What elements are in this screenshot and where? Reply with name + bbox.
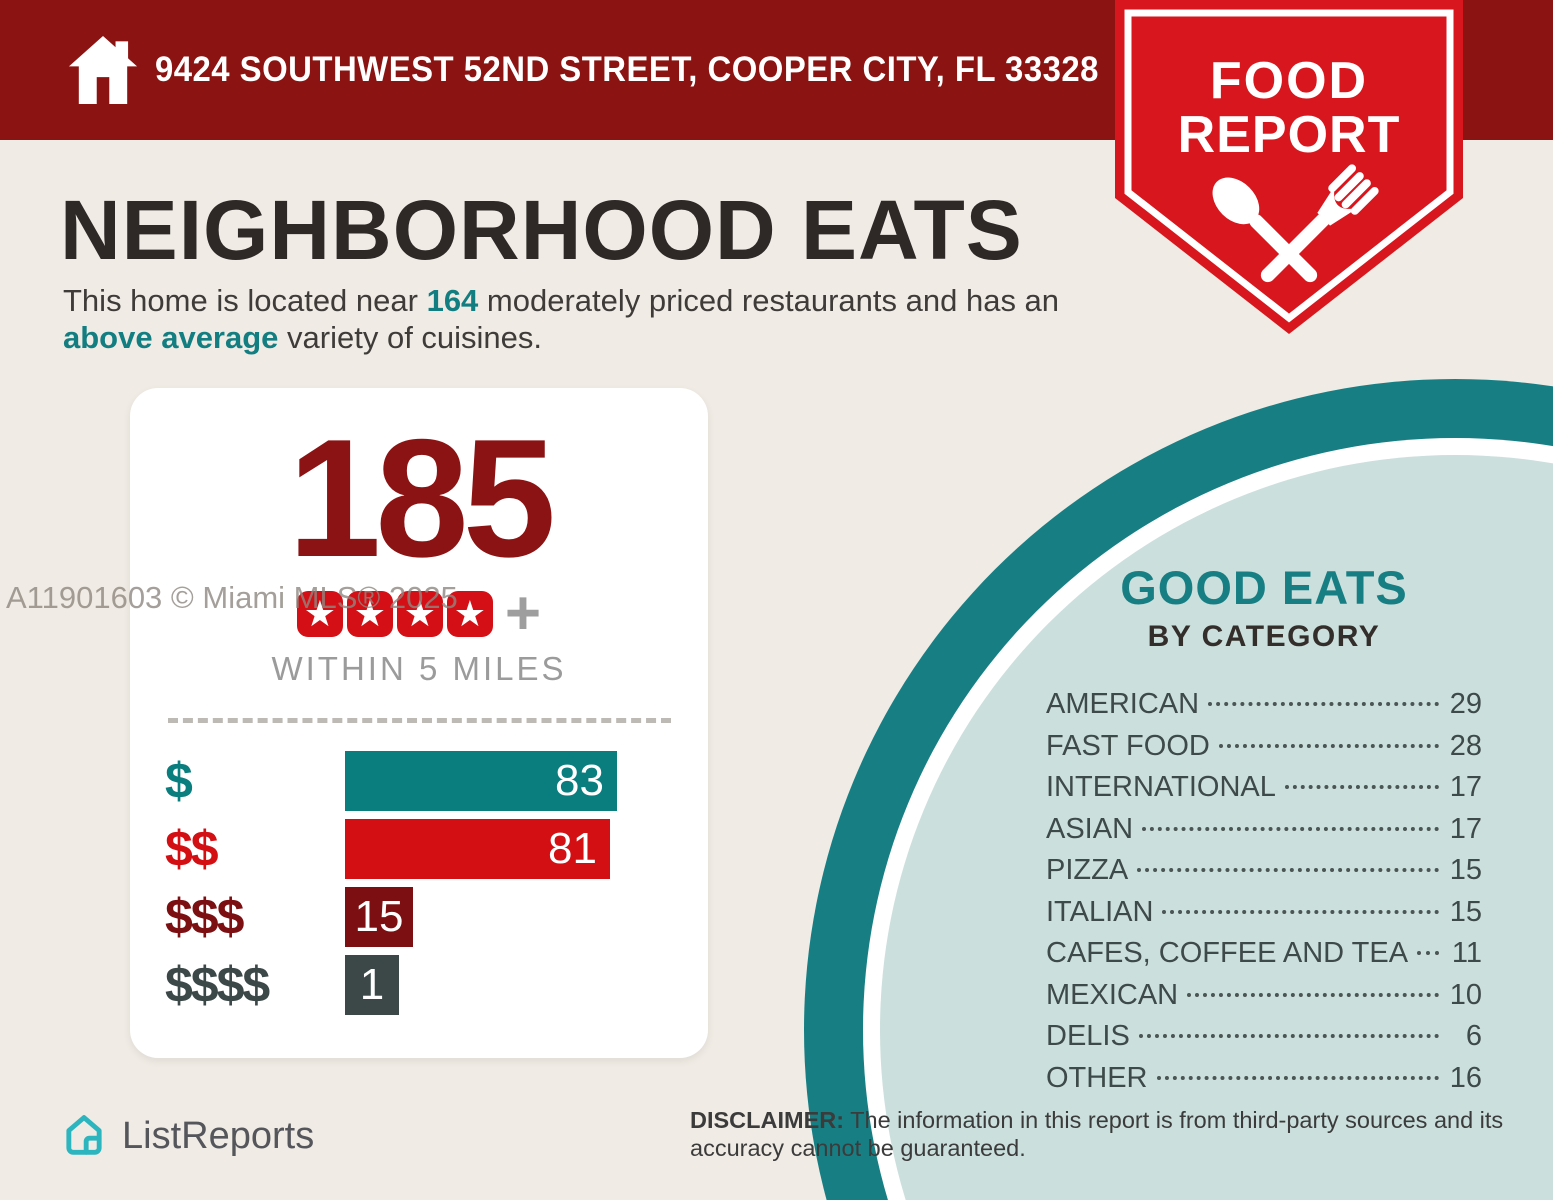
price-tier-label: $$$$ (165, 957, 270, 1013)
category-count: 15 (1449, 895, 1482, 928)
category-count: 28 (1449, 729, 1482, 762)
ribbon-line2: REPORT (1178, 106, 1401, 164)
category-count: 11 (1451, 937, 1482, 969)
intro-post: variety of cuisines. (278, 319, 543, 355)
price-bar-row: $$$$ 1 (165, 955, 708, 1015)
price-bar-value: 1 (359, 960, 385, 1009)
food-report-ribbon: FOOD REPORT (1115, 0, 1463, 334)
utensils-icon (1212, 164, 1379, 283)
dashed-divider (167, 718, 671, 723)
price-bar-row: $$$ 15 (165, 887, 708, 947)
star-icon: ★ (346, 591, 393, 637)
dotted-leader (1138, 1034, 1439, 1038)
restaurant-stat-card: 185 ★ ★ ★ ★ + WITHIN 5 MILES $83 $$ 81 $$$ 15 $$… (130, 388, 708, 1058)
price-bar-value: 15 (354, 892, 404, 941)
category-label: OTHER (1046, 1061, 1148, 1094)
dotted-leader (1156, 1075, 1439, 1080)
price-bar: 83 (345, 751, 617, 811)
category-label: ASIAN (1046, 812, 1134, 845)
price-bar-row: $83 (165, 751, 708, 811)
dotted-leader (1137, 868, 1439, 872)
category-label: FAST FOOD (1046, 729, 1210, 762)
category-row: INTERNATIONAL 17 (1046, 771, 1482, 813)
listreports-brand: ListReports (58, 1110, 314, 1162)
category-row: ITALIAN 15 (1046, 896, 1482, 938)
category-count: 17 (1449, 812, 1482, 845)
good-eats-panel: GOOD EATS BY CATEGORY AMERICAN 29 FAST FOO… (1046, 560, 1482, 1103)
price-bar-row: $$ 81 (165, 819, 708, 879)
star-icon: ★ (296, 591, 343, 637)
price-tier-label: $$ (165, 821, 219, 877)
category-row: CAFES, COFFEE AND TEA 11 (1046, 937, 1482, 979)
star-badges: ★ ★ ★ ★ (296, 591, 493, 637)
listreports-logo-icon (66, 1115, 102, 1155)
price-bar-value: 81 (548, 824, 597, 873)
category-row: PIZZA 15 (1046, 854, 1482, 896)
category-count: 15 (1449, 854, 1482, 886)
mls-watermark: A11901603 © Miami MLS® 2025 (6, 580, 458, 615)
dotted-leader (1417, 951, 1439, 955)
star-icon: ★ (396, 591, 443, 637)
category-row: FAST FOOD 28 (1046, 730, 1482, 772)
category-count: 16 (1449, 1061, 1482, 1094)
star-rating: ★ ★ ★ ★ + (130, 579, 708, 649)
dotted-leader (1162, 909, 1439, 914)
good-eats-subtitle: BY CATEGORY (1147, 620, 1381, 653)
price-tier-label: $$$ (165, 889, 244, 945)
restaurant-count: 164 (426, 283, 479, 318)
category-label: INTERNATIONAL (1046, 771, 1276, 803)
disclaimer-label: DISCLAIMER: (690, 1107, 845, 1133)
intro-mid: moderately priced restaurants and has an (478, 283, 1060, 318)
category-row: DELIS 6 (1046, 1020, 1482, 1062)
category-row: ASIAN 17 (1046, 813, 1482, 855)
plus-sign: + (504, 579, 542, 649)
price-bar-value: 83 (555, 756, 604, 805)
price-bar: 81 (345, 819, 610, 879)
star-icon: ★ (446, 591, 493, 637)
category-count: 17 (1449, 771, 1482, 803)
ribbon-line1: FOOD (1210, 52, 1368, 110)
category-label: PIZZA (1046, 854, 1129, 886)
good-eats-title: GOOD EATS (1120, 561, 1408, 614)
listreports-wordmark: ListReports (122, 1114, 315, 1157)
dotted-leader (1208, 702, 1439, 706)
radius-label: WITHIN 5 MILES (271, 650, 567, 687)
category-row: AMERICAN 29 (1046, 688, 1482, 730)
category-label: AMERICAN (1046, 688, 1200, 720)
price-bar: 15 (345, 887, 413, 947)
variety-rating: above average (63, 319, 279, 355)
home-icon (68, 35, 138, 105)
dotted-leader (1284, 785, 1439, 789)
category-row: OTHER 16 (1046, 1062, 1482, 1104)
price-tier-label: $ (165, 753, 193, 809)
category-label: DELIS (1046, 1020, 1130, 1052)
dotted-leader (1142, 826, 1439, 831)
category-label: MEXICAN (1046, 978, 1179, 1011)
category-count: 10 (1449, 978, 1482, 1011)
category-label: CAFES, COFFEE AND TEA (1046, 937, 1409, 969)
category-label: ITALIAN (1046, 895, 1154, 928)
restaurant-total: 185 (287, 404, 556, 592)
price-bars: $83 $$ 81 $$$ 15 $$$$ 1 (130, 751, 708, 1015)
price-bar: 1 (345, 955, 399, 1015)
good-eats-list: AMERICAN 29 FAST FOOD 28 INTERNATIONAL 17 ASIA… (1046, 688, 1482, 1103)
disclaimer-text: The information in this report is from t… (690, 1107, 1504, 1162)
page-title: NEIGHBORHOOD EATS (60, 183, 1023, 277)
dotted-leader (1187, 992, 1439, 997)
disclaimer: DISCLAIMER: The information in this repo… (690, 1106, 1520, 1162)
category-count: 29 (1449, 688, 1482, 720)
property-address: 9424 SOUTHWEST 52ND STREET, COOPER CITY,… (155, 50, 1099, 89)
intro-pre: This home is located near (63, 283, 427, 318)
dotted-leader (1218, 743, 1439, 748)
category-row: MEXICAN 10 (1046, 979, 1482, 1021)
category-count: 6 (1465, 1020, 1482, 1052)
intro-text: This home is located near 164 moderately… (63, 283, 1078, 356)
